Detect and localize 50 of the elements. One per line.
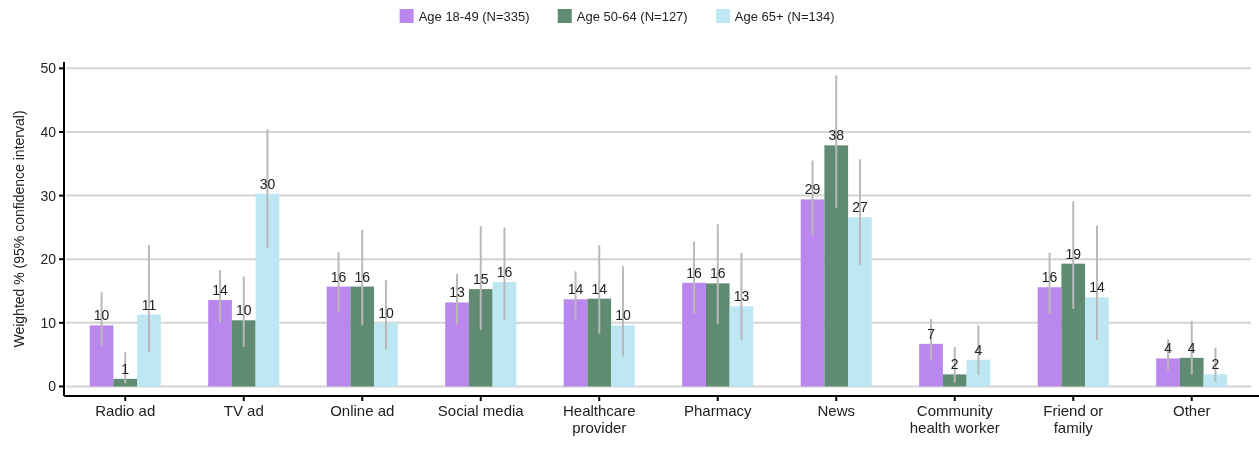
- data-label: 2: [1211, 356, 1220, 373]
- data-label: 14: [567, 281, 584, 298]
- data-label: 7: [927, 325, 936, 342]
- data-label: 13: [449, 284, 466, 301]
- y-tick-label: 40: [40, 123, 57, 140]
- data-label: 38: [828, 127, 845, 144]
- x-tick-label: Pharmacy: [683, 402, 753, 419]
- data-label: 4: [974, 341, 983, 358]
- data-label: 1: [121, 360, 130, 377]
- x-tick-label: Friend or family: [1043, 402, 1104, 436]
- x-tick-label: Other: [1172, 402, 1211, 419]
- x-tick-label: Social media: [437, 402, 525, 419]
- data-label: 16: [330, 268, 347, 285]
- data-label: 27: [852, 199, 868, 216]
- y-tick-label: 0: [48, 378, 57, 395]
- data-label: 14: [212, 281, 229, 298]
- data-label: 15: [472, 271, 489, 288]
- data-label: 4: [1164, 340, 1173, 357]
- legend-label: Age 65+ (N=134): [734, 8, 835, 24]
- data-label: 10: [235, 302, 252, 319]
- x-tick-label: Community health worker: [909, 402, 1000, 436]
- y-tick-label: 20: [40, 251, 57, 268]
- data-label: 30: [259, 175, 276, 192]
- data-label: 4: [1187, 339, 1196, 356]
- data-label: 2: [950, 356, 959, 373]
- data-label: 16: [709, 265, 726, 282]
- data-label: 16: [354, 268, 371, 285]
- data-label: 11: [141, 296, 157, 313]
- x-tick-label: Radio ad: [95, 402, 156, 419]
- data-label: 13: [733, 288, 750, 305]
- legend-label: Age 18-49 (N=335): [418, 8, 530, 24]
- x-tick-label: Healthcare provider: [562, 402, 636, 436]
- y-tick-label: 30: [40, 187, 57, 204]
- data-label: 10: [615, 307, 631, 324]
- data-label: 19: [1065, 245, 1082, 262]
- y-tick-label: 10: [40, 314, 57, 331]
- y-tick-label: 50: [40, 60, 57, 77]
- x-tick-label: News: [817, 402, 856, 419]
- data-label: 16: [1041, 269, 1058, 286]
- data-label: 29: [804, 181, 821, 198]
- x-tick-label: Online ad: [330, 402, 395, 419]
- data-label: 14: [591, 280, 608, 297]
- x-tick-label: TV ad: [223, 402, 264, 419]
- legend-label: Age 50-64 (N=127): [576, 8, 688, 24]
- data-label: 16: [686, 264, 703, 281]
- data-label: 14: [1089, 279, 1105, 296]
- y-axis-title: Weighted % (95% confidence interval): [11, 110, 27, 348]
- data-label: 10: [93, 307, 110, 324]
- data-label: 10: [378, 304, 394, 321]
- data-label: 16: [496, 264, 513, 281]
